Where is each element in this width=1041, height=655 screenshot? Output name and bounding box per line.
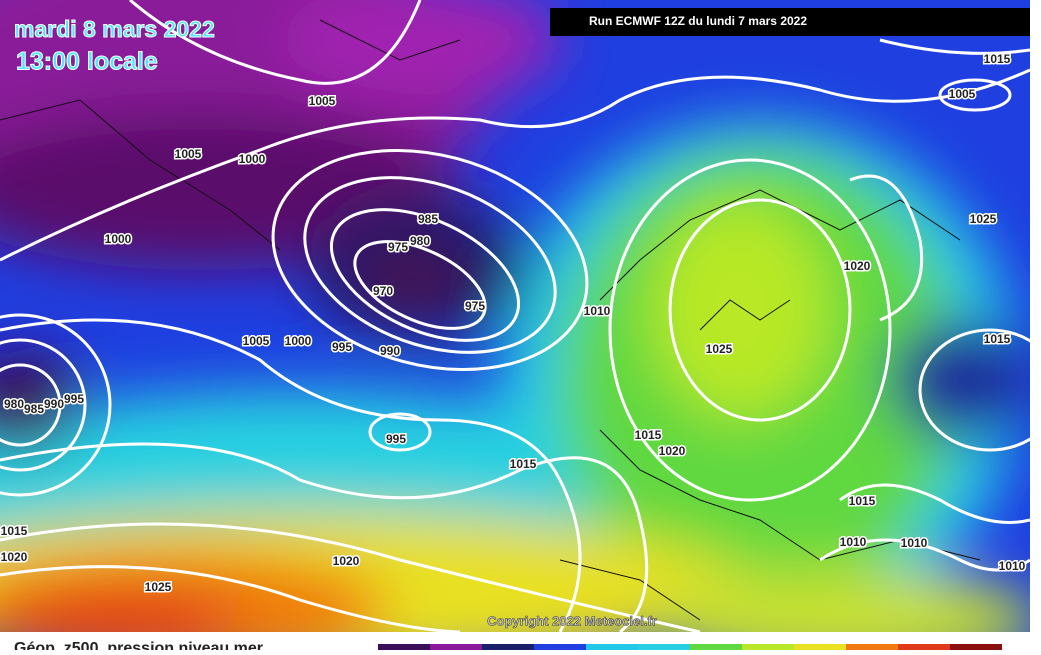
copyright: Copyright 2022 Meteociel.fr xyxy=(487,613,657,628)
isobar-label: 1010 xyxy=(901,536,928,550)
isobar-label: 1015 xyxy=(984,332,1011,346)
isobar-label: 1005 xyxy=(175,147,202,161)
isobar-label: 975 xyxy=(465,299,485,313)
isobar-label: 1015 xyxy=(635,428,662,442)
isobar-label: 1005 xyxy=(949,87,976,101)
isobars xyxy=(0,0,1030,632)
isobar-label: 990 xyxy=(380,344,400,358)
isobar-label: 1015 xyxy=(1,524,28,538)
isobar-label: 1000 xyxy=(285,334,312,348)
isobar-label: 1020 xyxy=(659,444,686,458)
isobar-label: 1000 xyxy=(239,152,266,166)
isobar-label: 1015 xyxy=(510,457,537,471)
isobar-label: 995 xyxy=(64,392,84,406)
caption: Géop. z500, pression niveau mer xyxy=(14,640,263,650)
isobar-label: 1015 xyxy=(849,494,876,508)
time: 13:00 locale xyxy=(16,48,158,76)
isobar-label: 1000 xyxy=(105,232,132,246)
isobar-label: 1020 xyxy=(333,554,360,568)
isobar-label: 1025 xyxy=(970,212,997,226)
isobar-label: 975 xyxy=(388,240,408,254)
run-banner xyxy=(550,8,1030,36)
date: mardi 8 mars 2022 xyxy=(14,16,215,42)
isobar-label: 1020 xyxy=(844,259,871,273)
isobar-label: 1025 xyxy=(706,342,733,356)
isobar-label: 1010 xyxy=(999,559,1026,573)
isobar-label: 1010 xyxy=(584,304,611,318)
isobar-label: 980 xyxy=(410,234,430,248)
isobar-label: 1020 xyxy=(1,550,28,564)
isobar-label: 980 xyxy=(4,397,24,411)
coastlines xyxy=(0,19,981,621)
isobar-label: 1005 xyxy=(243,334,270,348)
color-scale xyxy=(378,644,1002,652)
isobar-label: 1005 xyxy=(309,94,336,108)
isobar-label: 995 xyxy=(332,340,352,354)
run-info: Run ECMWF 12Z du lundi 7 mars 2022 xyxy=(589,14,807,28)
isobar-label: 1010 xyxy=(840,535,867,549)
isobar-label: 995 xyxy=(386,432,406,446)
isobar-label: 970 xyxy=(373,284,393,298)
isobar-label: 990 xyxy=(44,397,64,411)
isobar-label: 1025 xyxy=(145,580,172,594)
isobar-label: 985 xyxy=(24,402,44,416)
isobar-label: 985 xyxy=(418,212,438,226)
isobar-label: 1015 xyxy=(984,52,1011,66)
